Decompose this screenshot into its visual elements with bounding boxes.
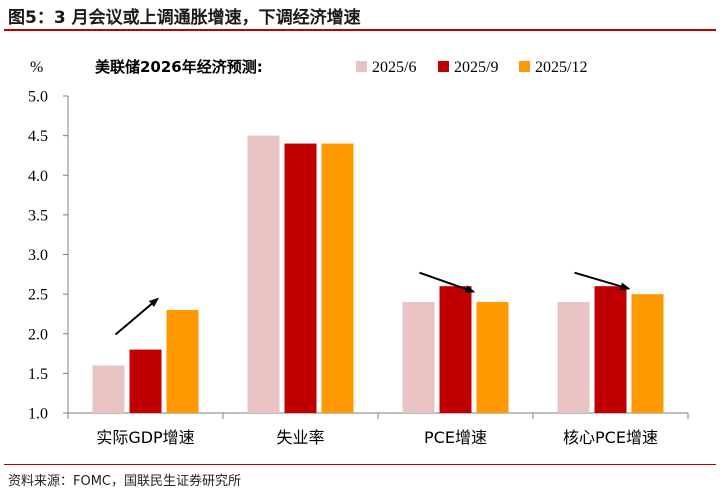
x-category-label: 失业率 xyxy=(276,428,324,447)
title-rule xyxy=(4,29,716,31)
bar xyxy=(439,286,472,413)
y-tick-label: 2.0 xyxy=(28,326,48,343)
bar xyxy=(476,302,509,413)
y-tick-label: 3.0 xyxy=(28,247,48,264)
bar xyxy=(166,309,199,413)
legend-swatch xyxy=(356,61,367,72)
axes: 1.0 1.5 2.0 2.5 3.0 3.5 4.0 4.5 5.0 实际GDP增速 失业率 PCE… xyxy=(28,89,689,447)
footer-rule xyxy=(4,464,716,465)
legend-label: 2025/9 xyxy=(454,59,498,76)
legend-swatch xyxy=(438,61,449,72)
y-tick-label: 2.5 xyxy=(28,287,48,304)
bar xyxy=(402,302,435,413)
y-axis-unit: % xyxy=(30,59,43,76)
bar xyxy=(92,365,125,413)
y-tick-label: 3.5 xyxy=(28,207,48,224)
y-tick-label: 4.0 xyxy=(28,168,48,185)
legend: 2025/6 2025/9 2025/12 xyxy=(356,59,587,76)
x-category-label: PCE增速 xyxy=(424,428,487,447)
bar xyxy=(594,286,627,413)
y-tick-label: 1.5 xyxy=(28,366,48,383)
trend-arrow xyxy=(114,297,160,336)
x-category-label: 实际GDP增速 xyxy=(96,428,194,447)
bar xyxy=(247,135,280,413)
legend-swatch xyxy=(519,61,530,72)
bar xyxy=(321,143,354,414)
figure-title: 图5：3 月会议或上调通胀增速，下调经济增速 xyxy=(8,8,361,28)
bar xyxy=(129,349,162,413)
bar xyxy=(631,294,664,413)
source-note: 资料来源：FOMC，国联民生证券研究所 xyxy=(8,474,242,489)
y-tick-label: 4.5 xyxy=(28,128,48,145)
legend-label: 2025/12 xyxy=(535,59,587,76)
legend-label: 2025/6 xyxy=(372,59,416,76)
x-category-label: 核心PCE增速 xyxy=(563,428,658,447)
y-tick-label: 1.0 xyxy=(28,406,48,423)
bar xyxy=(284,143,317,414)
chart-title: 美联储2026年经济预测: xyxy=(95,58,263,76)
trend-arrows xyxy=(114,271,631,336)
y-tick-label: 5.0 xyxy=(28,89,48,106)
bars xyxy=(92,135,664,414)
trend-arrow xyxy=(574,271,631,291)
bar xyxy=(557,302,590,413)
trend-arrow xyxy=(419,271,476,293)
